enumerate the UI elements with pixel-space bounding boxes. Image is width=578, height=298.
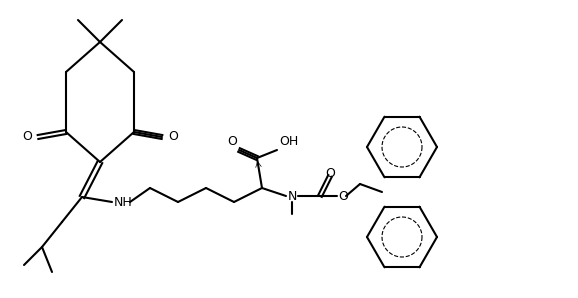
Text: O: O: [325, 167, 335, 180]
Text: O: O: [227, 135, 237, 148]
Text: N: N: [287, 190, 297, 203]
Text: O: O: [168, 131, 178, 144]
Text: OH: OH: [279, 135, 298, 148]
Text: O: O: [338, 190, 348, 203]
Text: NH: NH: [114, 195, 133, 209]
Text: O: O: [22, 131, 32, 144]
